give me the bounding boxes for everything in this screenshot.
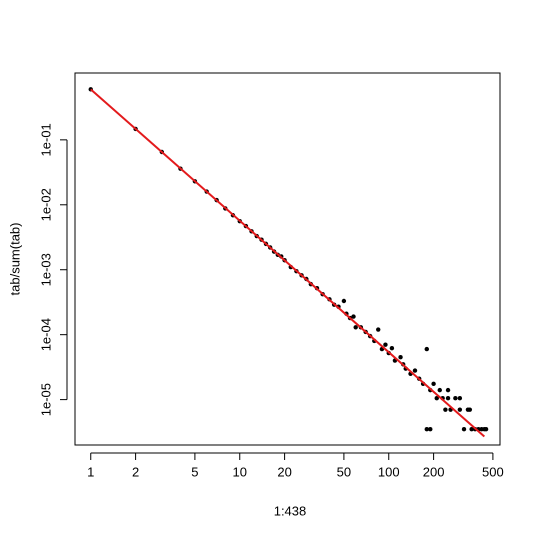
point bbox=[467, 407, 473, 412]
y-tick-label: 1e-01 bbox=[38, 123, 53, 156]
point bbox=[445, 387, 451, 393]
point bbox=[424, 427, 429, 432]
y-tick-label: 1e-04 bbox=[38, 318, 53, 351]
point bbox=[431, 381, 436, 387]
point bbox=[428, 427, 433, 432]
y-axis-label: tab/sum(tab) bbox=[7, 223, 22, 296]
point bbox=[469, 427, 474, 432]
point bbox=[376, 327, 381, 332]
x-tick-label: 5 bbox=[191, 464, 198, 479]
point bbox=[424, 346, 429, 352]
y-tick-label: 1e-05 bbox=[38, 383, 53, 416]
x-tick-label: 100 bbox=[378, 464, 400, 479]
y-tick-label: 1e-03 bbox=[38, 253, 53, 286]
x-tick-label: 1 bbox=[87, 464, 94, 479]
x-tick-label: 50 bbox=[337, 464, 351, 479]
point bbox=[457, 407, 463, 412]
point bbox=[457, 396, 463, 401]
point bbox=[353, 325, 358, 330]
point bbox=[483, 427, 489, 432]
point bbox=[445, 396, 451, 401]
plot-box bbox=[74, 72, 501, 446]
point bbox=[412, 368, 418, 373]
point bbox=[453, 396, 458, 401]
point bbox=[461, 427, 467, 432]
x-tick-label: 20 bbox=[277, 464, 291, 479]
x-axis-label: 1:438 bbox=[274, 503, 307, 518]
point bbox=[351, 314, 356, 319]
x-tick-label: 500 bbox=[482, 464, 504, 479]
y-tick-label: 1e-02 bbox=[38, 188, 53, 221]
point bbox=[434, 396, 439, 401]
point bbox=[437, 387, 442, 393]
point bbox=[341, 298, 347, 304]
point bbox=[389, 345, 395, 351]
point bbox=[398, 354, 403, 360]
fit-line bbox=[90, 88, 485, 438]
point bbox=[443, 407, 448, 412]
x-tick-label: 10 bbox=[233, 464, 247, 479]
x-tick-label: 200 bbox=[423, 464, 445, 479]
x-tick-label: 2 bbox=[132, 464, 139, 479]
point bbox=[383, 342, 388, 347]
